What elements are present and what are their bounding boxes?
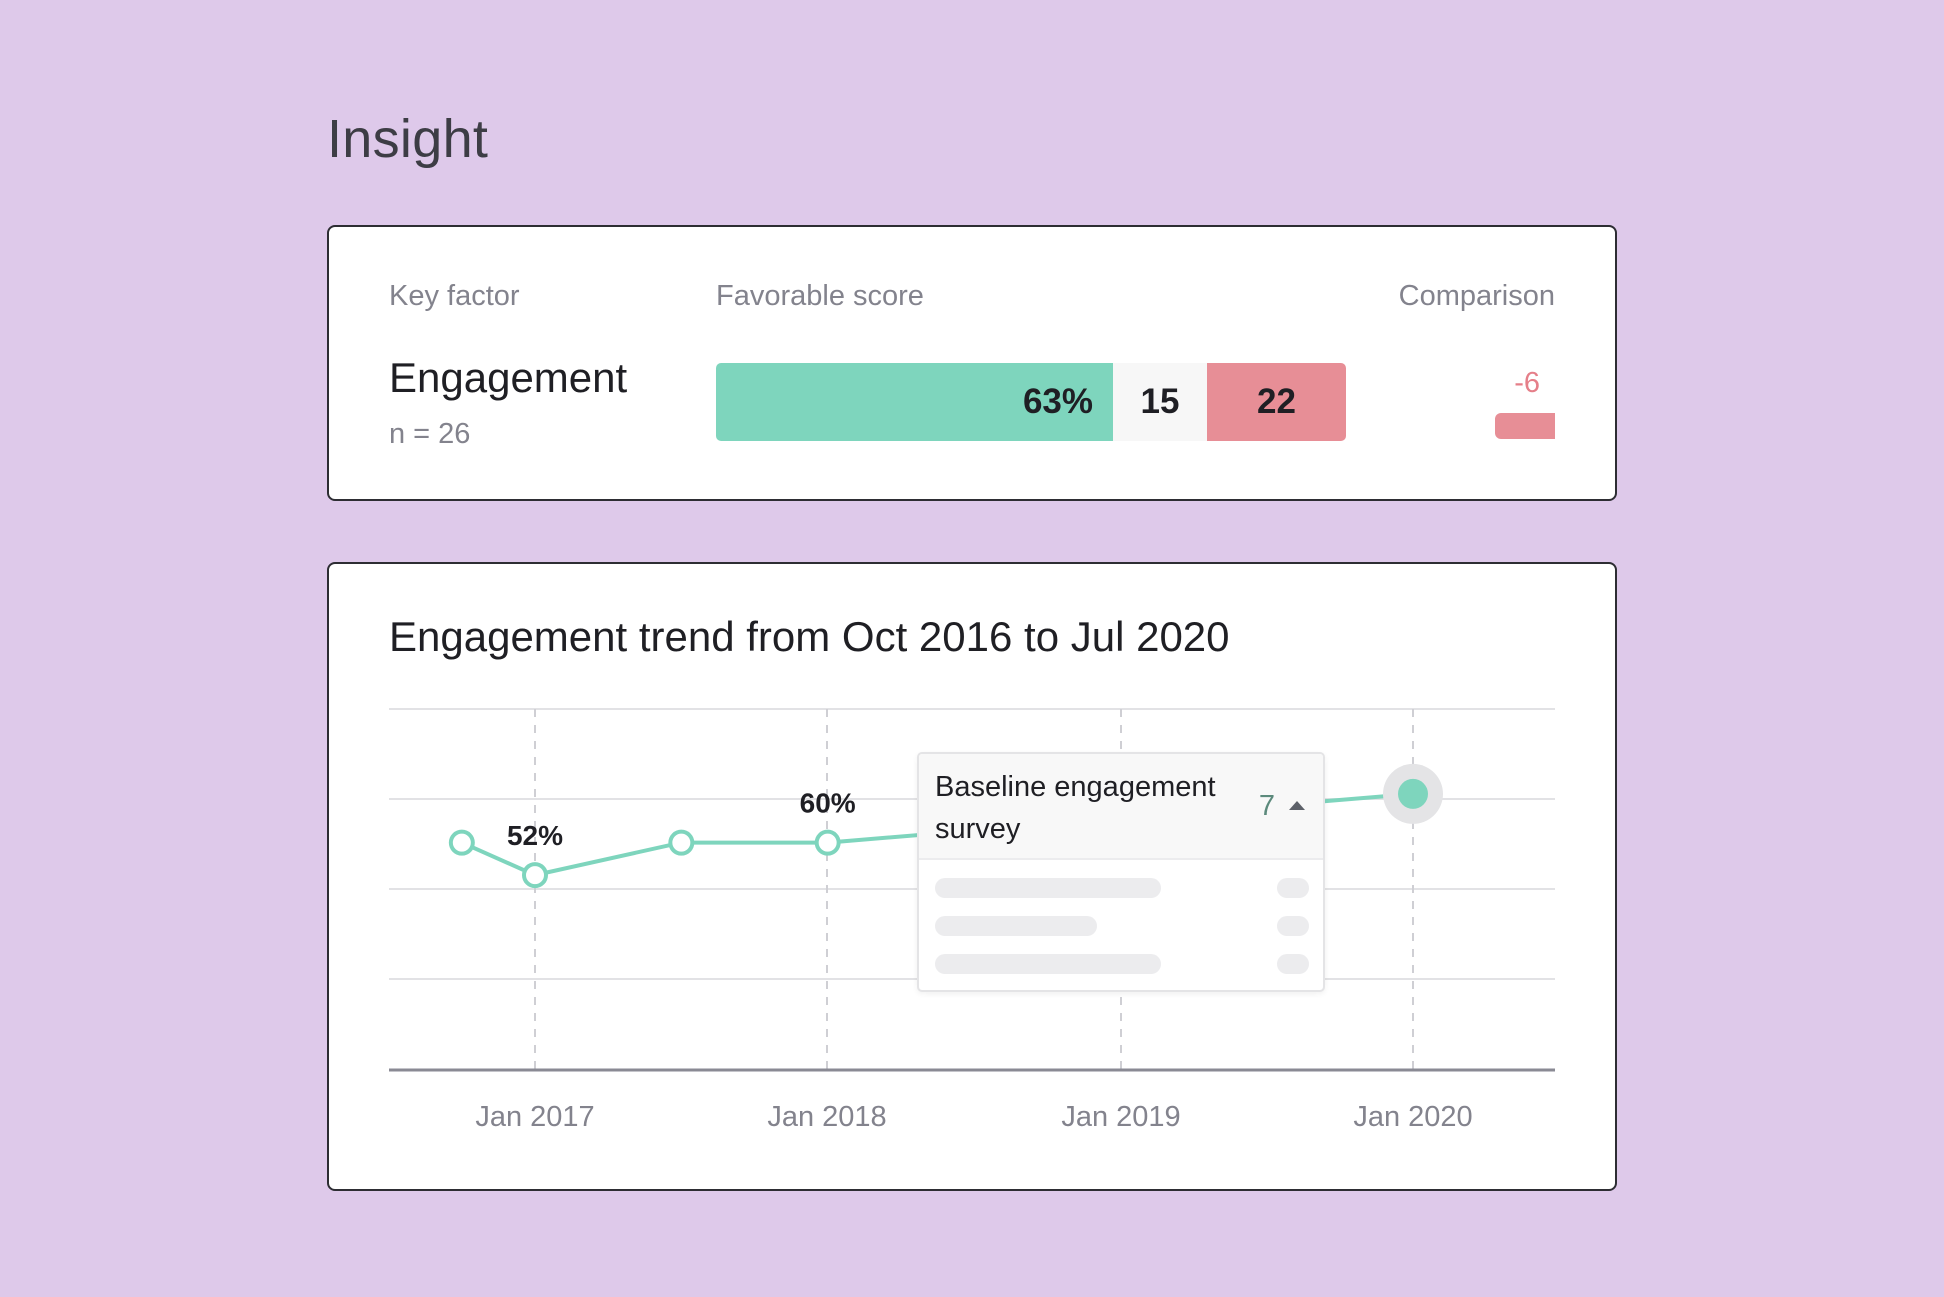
x-tick-label: Jan 2019: [1061, 1101, 1180, 1133]
placeholder-line: [935, 954, 1161, 974]
key-factor-card: Key factor Favorable score Comparison En…: [327, 225, 1617, 501]
placeholder-value: [1277, 916, 1309, 936]
data-point: [814, 829, 841, 856]
favorable-segment: 63%: [716, 363, 1113, 441]
tooltip-count: 7: [1258, 790, 1275, 822]
key-factor-header: Key factor: [389, 280, 520, 312]
factor-name[interactable]: Engagement: [389, 354, 628, 401]
data-label: 60%: [800, 788, 856, 819]
comparison-header: Comparison: [1398, 280, 1555, 312]
comparison-value: -6: [1514, 367, 1540, 399]
data-labels: 52% 60%: [507, 788, 856, 851]
trend-chart: Jan 2017 Jan 2018 Jan 2019 Jan 2020 52% 60%: [389, 708, 1555, 1133]
page-title: Insight: [327, 109, 489, 169]
caret-up-icon: [1289, 801, 1305, 810]
chart-title: Engagement trend from Oct 2016 to Jul 20…: [389, 613, 1230, 660]
placeholder-line: [935, 916, 1097, 936]
unfavorable-segment: 22: [1207, 363, 1346, 441]
data-point: [448, 829, 475, 856]
neutral-segment: 15: [1113, 363, 1207, 441]
x-tick-label: Jan 2017: [475, 1101, 594, 1133]
data-point: [522, 862, 548, 889]
x-tick-label: Jan 2018: [767, 1101, 886, 1133]
tooltip-title: Baseline engagement survey: [935, 771, 1216, 845]
x-tick-label: Jan 2020: [1353, 1101, 1472, 1133]
survey-tooltip[interactable]: Baseline engagement survey 7: [917, 752, 1325, 992]
tooltip-header: Baseline engagement survey 7: [919, 754, 1323, 860]
favorable-score-bar[interactable]: 63% 15 22: [716, 363, 1346, 441]
placeholder-value: [1277, 878, 1309, 898]
factor-sample-size: n = 26: [389, 418, 471, 450]
data-point: [668, 829, 695, 856]
points: [448, 763, 1443, 889]
comparison-bar: [1495, 413, 1555, 439]
trend-card: Engagement trend from Oct 2016 to Jul 20…: [327, 562, 1617, 1191]
placeholder-line: [935, 878, 1161, 898]
data-label: 52%: [507, 820, 563, 851]
favorable-score-header: Favorable score: [716, 280, 924, 312]
tick-labels: Jan 2017 Jan 2018 Jan 2019 Jan 2020: [475, 1101, 1472, 1133]
placeholder-value: [1277, 954, 1309, 974]
data-point: [1398, 778, 1428, 809]
